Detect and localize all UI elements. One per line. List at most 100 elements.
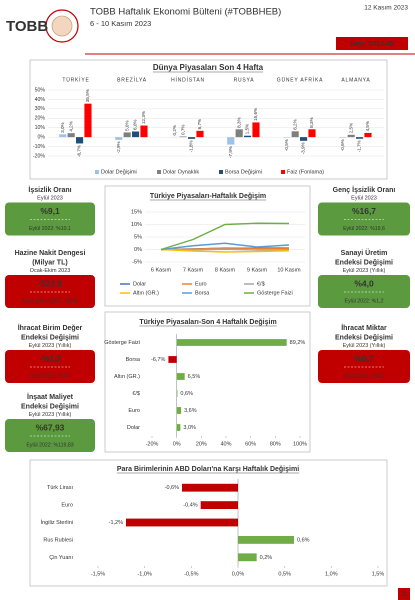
value-label: 0,7% [180,124,185,134]
y-tick-label: 15% [131,209,142,215]
indicator-box [5,202,95,236]
category-label: Gösterge Faizi [104,340,140,346]
indicator-title: İhracat Miktar [341,324,387,332]
bar [132,131,140,138]
header-title: TOBB Haftalık Ekonomi Bülteni (#TOBBHEB) [90,7,281,18]
value-label: 12,3% [141,111,146,124]
y-tick-label: 10% [35,125,46,131]
x-tick-label: 80% [270,441,281,447]
category-label: RUSYA [234,77,255,83]
category-label: HİNDİSTAN [171,76,205,83]
value-label: 3,0% [60,122,65,132]
bar [126,518,238,527]
bar [238,553,257,562]
legend-swatch [157,170,161,174]
indicator-title: İnşaat Maliyet [27,393,74,401]
bar [176,339,287,346]
indicator-previous: Eylül 2022: %4,6 [31,373,70,379]
indicator-title: Genç İşsizlik Oranı [333,186,396,194]
chart-title: Dünya Piyasaları Son 4 Hafta [153,63,264,72]
y-tick-label: 20% [35,116,46,122]
chart-frame [29,59,388,180]
x-tick-label: 40% [220,441,231,447]
y-tick-label: -5% [132,259,142,265]
value-label: 0,6% [297,537,310,543]
indicator-title: Endeksi Değişimi [21,334,79,341]
bar [308,129,316,138]
y-tick-label: -20% [33,153,45,159]
value-label: 4,5% [365,121,370,131]
y-tick-label: -10% [33,144,45,150]
x-tick-label: 0,5% [278,571,291,577]
header-date: 12 Kasım 2023 [364,5,408,12]
x-tick-label: -1,5% [91,571,105,577]
category-label: €/$ [132,391,140,397]
bar [227,137,235,145]
legend-label: €/$ [257,281,265,287]
category-label: Çin Yuanı [49,555,73,561]
value-label: 8,3% [309,117,314,127]
x-tick-label: -20% [146,441,159,447]
indicator-title: (Milyar TL) [32,259,67,266]
value-label: -7,9% [228,146,233,158]
category-label: BREZİLYA [117,76,147,83]
value-label: 1,5% [245,124,250,134]
legend-swatch [219,170,223,174]
bar [176,407,182,414]
indicator-previous: Eylül 2022: %4,3 [345,373,384,379]
bar [140,125,148,138]
chart-title: Türkiye Piyasaları-Son 4 Haftalık Değişi… [139,319,276,326]
indicator-value: %0,7 [354,353,374,363]
bar [115,137,123,140]
legend-label: Euro [195,281,207,287]
bar [244,135,252,138]
x-tick-label: -1,0% [137,571,151,577]
x-tick-label: 7 Kasım [183,267,204,273]
bar [84,103,92,138]
value-label: 0,2% [260,555,273,561]
category-label: Rus Rublesi [43,537,73,543]
bar [176,373,185,380]
y-tick-label: 50% [35,87,46,93]
legend-swatch [281,170,285,174]
bar [67,133,75,138]
category-label: Euro [61,503,73,509]
indicator-value: %67,93 [36,422,65,432]
bar [123,132,131,138]
legend-label: Dolar Değişimi [101,169,137,175]
category-label: İngiliz Sterlini [41,519,73,526]
y-tick-label: 30% [35,106,46,112]
logo-emblem [45,9,79,43]
indicator-box [318,350,410,383]
indicator-box [318,275,410,308]
y-tick-label: 0% [38,135,46,141]
bar [238,535,294,544]
indicator-previous: Eylül 2022: %1,2 [345,298,384,304]
chart-frame [104,185,311,307]
page-number: 1 [402,591,406,598]
bar [179,136,187,138]
value-label: 6,5% [188,374,201,380]
indicator-period: Eylül 2023 (Yıllık) [343,343,386,349]
bar [176,390,178,397]
indicator-previous: Eylül 2022: %19,6 [343,226,385,232]
value-label: 6,0% [133,120,138,130]
indicator-title: Endeksi Değişimi [335,259,393,266]
bar [300,137,308,141]
value-label: 3,0% [183,425,196,431]
legend-label: Dolar [133,281,146,287]
indicator-box [5,350,95,383]
indicator-title: Endeksi Değişimi [335,334,393,341]
x-tick-label: 9 Kasım [247,267,268,273]
category-label: GÜNEY AFRİKA [277,76,323,83]
legend-label: Gösterge Faizi [257,290,293,296]
indicator-period: Eylül 2023 (Yıllık) [343,268,386,274]
value-label: 0,2% [172,125,177,135]
indicator-value: -%1,2 [39,353,61,363]
x-tick-label: 8 Kasım [215,267,236,273]
value-label: 35,5% [85,89,90,102]
value-label: 15,6% [253,108,258,121]
bar [339,137,347,138]
indicator-period: Eylül 2023 [351,195,377,201]
bar [356,137,364,139]
